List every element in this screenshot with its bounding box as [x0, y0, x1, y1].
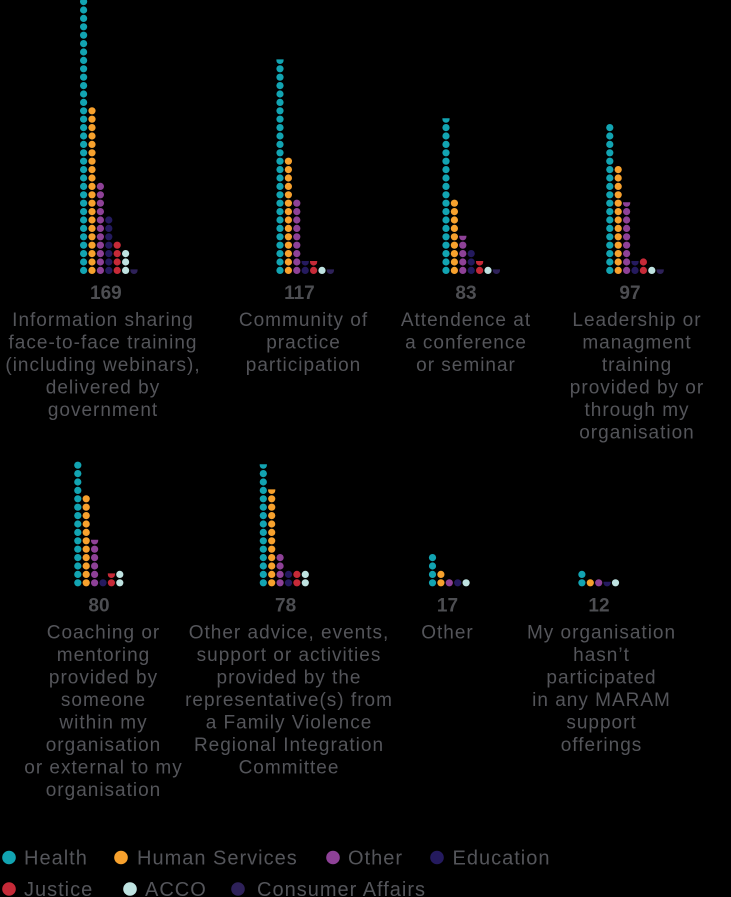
- svg-text:delivered by: delivered by: [46, 378, 160, 399]
- svg-text:83: 83: [455, 283, 476, 304]
- svg-text:Other: Other: [348, 848, 403, 870]
- svg-text:Justice: Justice: [24, 879, 93, 897]
- svg-text:Committee: Committee: [239, 758, 340, 779]
- svg-text:support: support: [566, 713, 636, 734]
- svg-text:provided by or: provided by or: [570, 378, 704, 399]
- svg-text:My organisation: My organisation: [527, 623, 676, 644]
- svg-text:Information sharing: Information sharing: [12, 310, 194, 331]
- svg-text:someone: someone: [61, 690, 146, 711]
- svg-text:97: 97: [619, 283, 640, 304]
- svg-text:Other: Other: [421, 623, 474, 644]
- svg-text:Leadership or: Leadership or: [572, 310, 701, 331]
- svg-text:Coaching or: Coaching or: [47, 623, 160, 644]
- svg-text:Health: Health: [24, 848, 88, 870]
- svg-text:17: 17: [437, 596, 458, 617]
- svg-text:169: 169: [90, 283, 122, 304]
- svg-text:Regional Integration: Regional Integration: [194, 735, 384, 756]
- svg-text:Education: Education: [453, 848, 551, 870]
- svg-text:participation: participation: [246, 355, 361, 376]
- svg-text:hasn’t: hasn’t: [573, 645, 630, 666]
- svg-text:Attendence at: Attendence at: [401, 310, 531, 331]
- svg-text:through my: through my: [584, 400, 689, 421]
- svg-text:80: 80: [88, 596, 109, 617]
- svg-text:mentoring: mentoring: [57, 645, 151, 666]
- svg-text:117: 117: [284, 283, 315, 304]
- svg-text:ACCO: ACCO: [145, 879, 207, 897]
- svg-text:Other advice, events,: Other advice, events,: [189, 623, 390, 644]
- svg-text:organisation: organisation: [579, 423, 695, 444]
- svg-text:participated: participated: [546, 668, 656, 689]
- svg-text:Human Services: Human Services: [137, 848, 298, 870]
- svg-text:support or activities: support or activities: [197, 645, 382, 666]
- svg-text:within my: within my: [58, 713, 147, 734]
- svg-text:government: government: [48, 400, 158, 421]
- svg-text:a conference: a conference: [405, 333, 527, 354]
- svg-text:provided by: provided by: [49, 668, 158, 689]
- svg-text:training: training: [602, 355, 672, 376]
- svg-text:practice: practice: [266, 333, 341, 354]
- svg-text:organisation: organisation: [46, 735, 162, 756]
- svg-text:representative(s) from: representative(s) from: [185, 690, 393, 711]
- svg-text:Community of: Community of: [239, 310, 368, 331]
- svg-text:in any MARAM: in any MARAM: [532, 690, 671, 711]
- svg-text:12: 12: [588, 596, 609, 617]
- svg-text:78: 78: [275, 596, 296, 617]
- svg-text:a Family Violence: a Family Violence: [206, 713, 373, 734]
- svg-text:(including webinars),: (including webinars),: [5, 355, 200, 376]
- svg-text:managment: managment: [582, 333, 691, 354]
- svg-text:Consumer Affairs: Consumer Affairs: [257, 879, 426, 897]
- svg-text:provided by the: provided by the: [217, 668, 362, 689]
- svg-text:organisation: organisation: [46, 780, 162, 801]
- svg-text:or seminar: or seminar: [416, 355, 516, 376]
- svg-text:face-to-face training: face-to-face training: [9, 333, 198, 354]
- svg-text:offerings: offerings: [561, 735, 643, 756]
- svg-text:or external to my: or external to my: [24, 758, 183, 779]
